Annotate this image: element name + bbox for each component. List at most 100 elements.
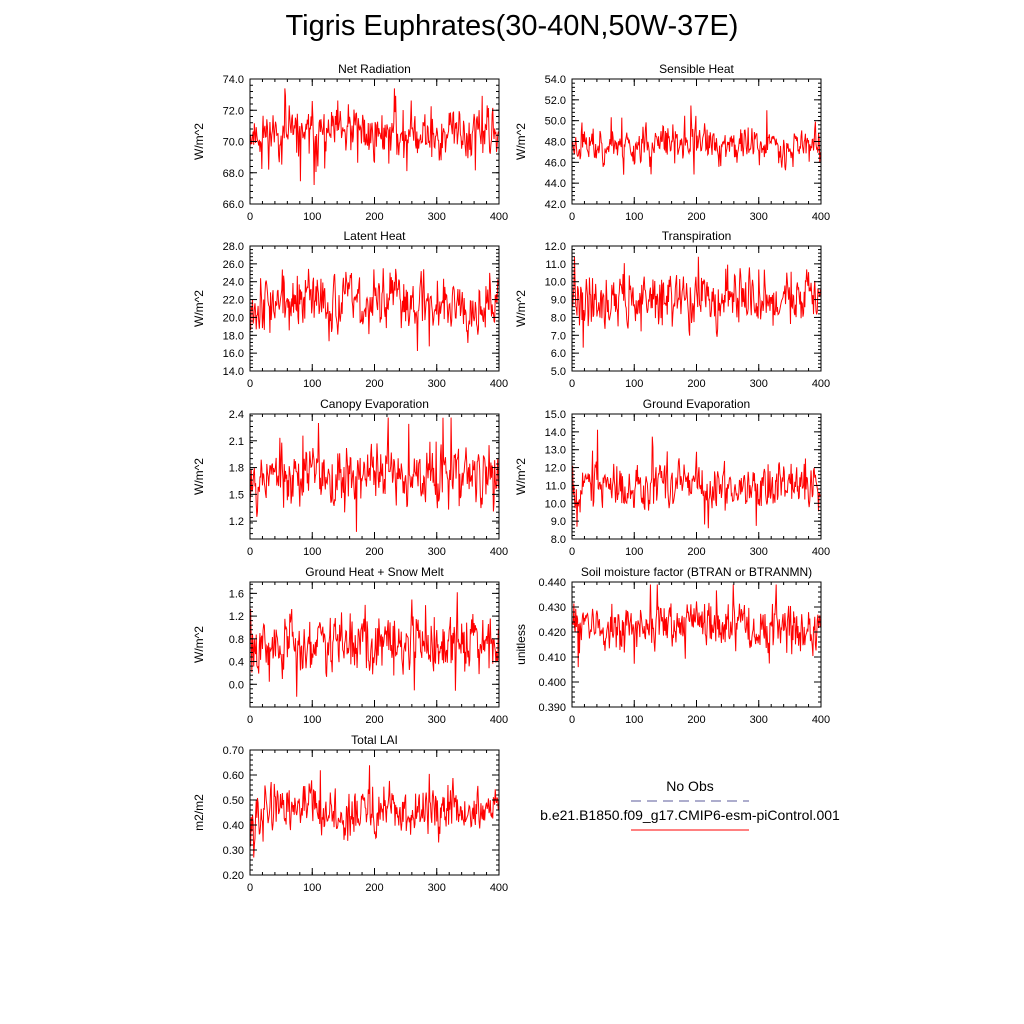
x-tick-label: 200 <box>365 882 383 894</box>
x-tick-label: 0 <box>569 714 575 726</box>
x-tick-label: 0 <box>247 378 253 390</box>
panel-title: Canopy Evaporation <box>320 397 429 411</box>
y-tick-label: 28.0 <box>223 241 244 253</box>
y-axis-label: W/m^2 <box>192 123 206 160</box>
y-tick-label: 14.0 <box>545 427 566 439</box>
y-tick-label: 1.2 <box>229 516 244 528</box>
panel-title: Soil moisture factor (BTRAN or BTRANMN) <box>581 565 812 579</box>
x-tick-label: 200 <box>365 714 383 726</box>
y-tick-label: 0.400 <box>538 677 566 689</box>
y-axis-label: W/m^2 <box>514 458 528 495</box>
legend-case-label: b.e21.B1850.f09_g17.CMIP6-esm-piControl.… <box>540 807 840 823</box>
series-line <box>571 256 821 348</box>
x-tick-label: 0 <box>247 882 253 894</box>
y-tick-label: 0.420 <box>538 627 566 639</box>
y-tick-label: 72.0 <box>223 105 244 117</box>
y-tick-label: 74.0 <box>223 74 244 86</box>
y-tick-label: 6.0 <box>551 348 566 360</box>
x-tick-label: 100 <box>625 546 643 558</box>
y-tick-label: 0.60 <box>223 770 244 782</box>
x-tick-label: 300 <box>750 378 768 390</box>
x-tick-label: 200 <box>687 546 705 558</box>
panel-title: Latent Heat <box>343 229 406 243</box>
x-tick-label: 200 <box>687 714 705 726</box>
y-tick-label: 2.4 <box>229 409 244 421</box>
panel-ground-heat-snow-melt: 0 100 200 300 400 0.0 0.4 0.8 1.2 1.6 Ground Heat … <box>192 565 508 726</box>
x-tick-label: 0 <box>247 211 253 223</box>
y-axis-label: W/m^2 <box>192 626 206 663</box>
x-tick-label: 400 <box>812 211 830 223</box>
y-tick-label: 1.5 <box>229 489 244 501</box>
y-tick-label: 10.0 <box>545 277 566 289</box>
x-tick-label: 300 <box>750 211 768 223</box>
x-tick-label: 100 <box>303 714 321 726</box>
x-tick-label: 0 <box>569 211 575 223</box>
x-tick-label: 100 <box>303 211 321 223</box>
x-tick-label: 400 <box>812 546 830 558</box>
panel-title: Ground Heat + Snow Melt <box>305 565 444 579</box>
x-tick-label: 0 <box>247 714 253 726</box>
panel-latent-heat: 0 100 200 300 400 14.0 16.0 18.0 20.0 22.0 24.0 26.… <box>192 229 508 390</box>
panel-title: Ground Evaporation <box>643 397 750 411</box>
panel-soil-moisture-factor-btran-or-btranmn: 0 100 200 300 400 0.390 0.400 0.410 0.420 0.430 0.… <box>514 565 830 726</box>
x-tick-label: 400 <box>490 882 508 894</box>
y-axis-label: unitless <box>514 624 528 665</box>
y-axis-label: W/m^2 <box>192 290 206 327</box>
y-tick-label: 1.8 <box>229 463 244 475</box>
y-tick-label: 5.0 <box>551 366 566 378</box>
series-line <box>249 417 499 532</box>
x-tick-label: 300 <box>428 546 446 558</box>
panel-title: Transpiration <box>662 229 732 243</box>
series-line <box>249 592 499 697</box>
y-tick-label: 12.0 <box>545 463 566 475</box>
y-tick-label: 20.0 <box>223 312 244 324</box>
y-tick-label: 68.0 <box>223 168 244 180</box>
x-tick-label: 100 <box>303 882 321 894</box>
x-tick-label: 100 <box>303 546 321 558</box>
x-tick-label: 300 <box>428 211 446 223</box>
series-line <box>571 584 821 668</box>
y-tick-label: 0.430 <box>538 602 566 614</box>
x-tick-label: 300 <box>428 714 446 726</box>
x-tick-label: 400 <box>812 378 830 390</box>
y-tick-label: 54.0 <box>545 74 566 86</box>
y-tick-label: 16.0 <box>223 348 244 360</box>
y-axis-label: m2/m2 <box>192 794 206 831</box>
series-line <box>249 268 499 351</box>
x-tick-label: 300 <box>750 714 768 726</box>
y-tick-label: 10.0 <box>545 498 566 510</box>
x-tick-label: 300 <box>428 378 446 390</box>
series-line <box>249 88 499 186</box>
plot-frame <box>571 245 822 372</box>
x-tick-label: 200 <box>687 378 705 390</box>
y-tick-label: 52.0 <box>545 95 566 107</box>
x-tick-label: 200 <box>687 211 705 223</box>
y-tick-label: 46.0 <box>545 157 566 169</box>
y-tick-label: 8.0 <box>551 534 566 546</box>
x-tick-label: 300 <box>428 882 446 894</box>
y-tick-label: 11.0 <box>545 259 566 271</box>
series-line <box>249 765 499 858</box>
y-tick-label: 0.30 <box>223 845 244 857</box>
y-tick-label: 2.1 <box>229 436 244 448</box>
y-tick-label: 66.0 <box>223 199 244 211</box>
x-tick-label: 400 <box>490 378 508 390</box>
y-tick-label: 42.0 <box>545 199 566 211</box>
y-tick-label: 0.70 <box>223 745 244 757</box>
panel-title: Net Radiation <box>338 62 411 76</box>
series-line <box>571 105 821 175</box>
x-tick-label: 100 <box>303 378 321 390</box>
y-tick-label: 9.0 <box>551 295 566 307</box>
x-tick-label: 200 <box>365 378 383 390</box>
y-tick-label: 1.2 <box>229 611 244 623</box>
x-tick-label: 200 <box>365 211 383 223</box>
y-tick-label: 0.40 <box>223 820 244 832</box>
x-tick-label: 100 <box>625 211 643 223</box>
y-tick-label: 15.0 <box>545 409 566 421</box>
panel-ground-evaporation: 0 100 200 300 400 8.0 9.0 10.0 11.0 12.0 13.0 14.0 1… <box>514 397 830 558</box>
panel-title: Total LAI <box>351 733 398 747</box>
y-tick-label: 9.0 <box>551 516 566 528</box>
panel-total-lai: 0 100 200 300 400 0.20 0.30 0.40 0.50 0.60 0.70 Tot… <box>192 733 508 894</box>
y-tick-label: 50.0 <box>545 116 566 128</box>
